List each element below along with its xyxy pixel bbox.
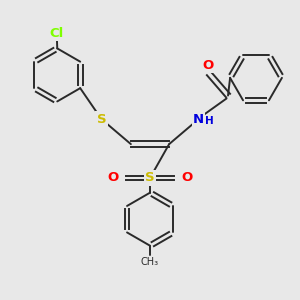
- Text: S: S: [97, 112, 106, 126]
- Text: CH₃: CH₃: [141, 257, 159, 267]
- Text: N: N: [193, 112, 204, 126]
- Text: O: O: [107, 172, 118, 184]
- Text: Cl: Cl: [50, 27, 64, 40]
- Text: O: O: [202, 59, 213, 72]
- Text: S: S: [145, 172, 155, 184]
- Text: H: H: [206, 116, 214, 126]
- Text: O: O: [182, 172, 193, 184]
